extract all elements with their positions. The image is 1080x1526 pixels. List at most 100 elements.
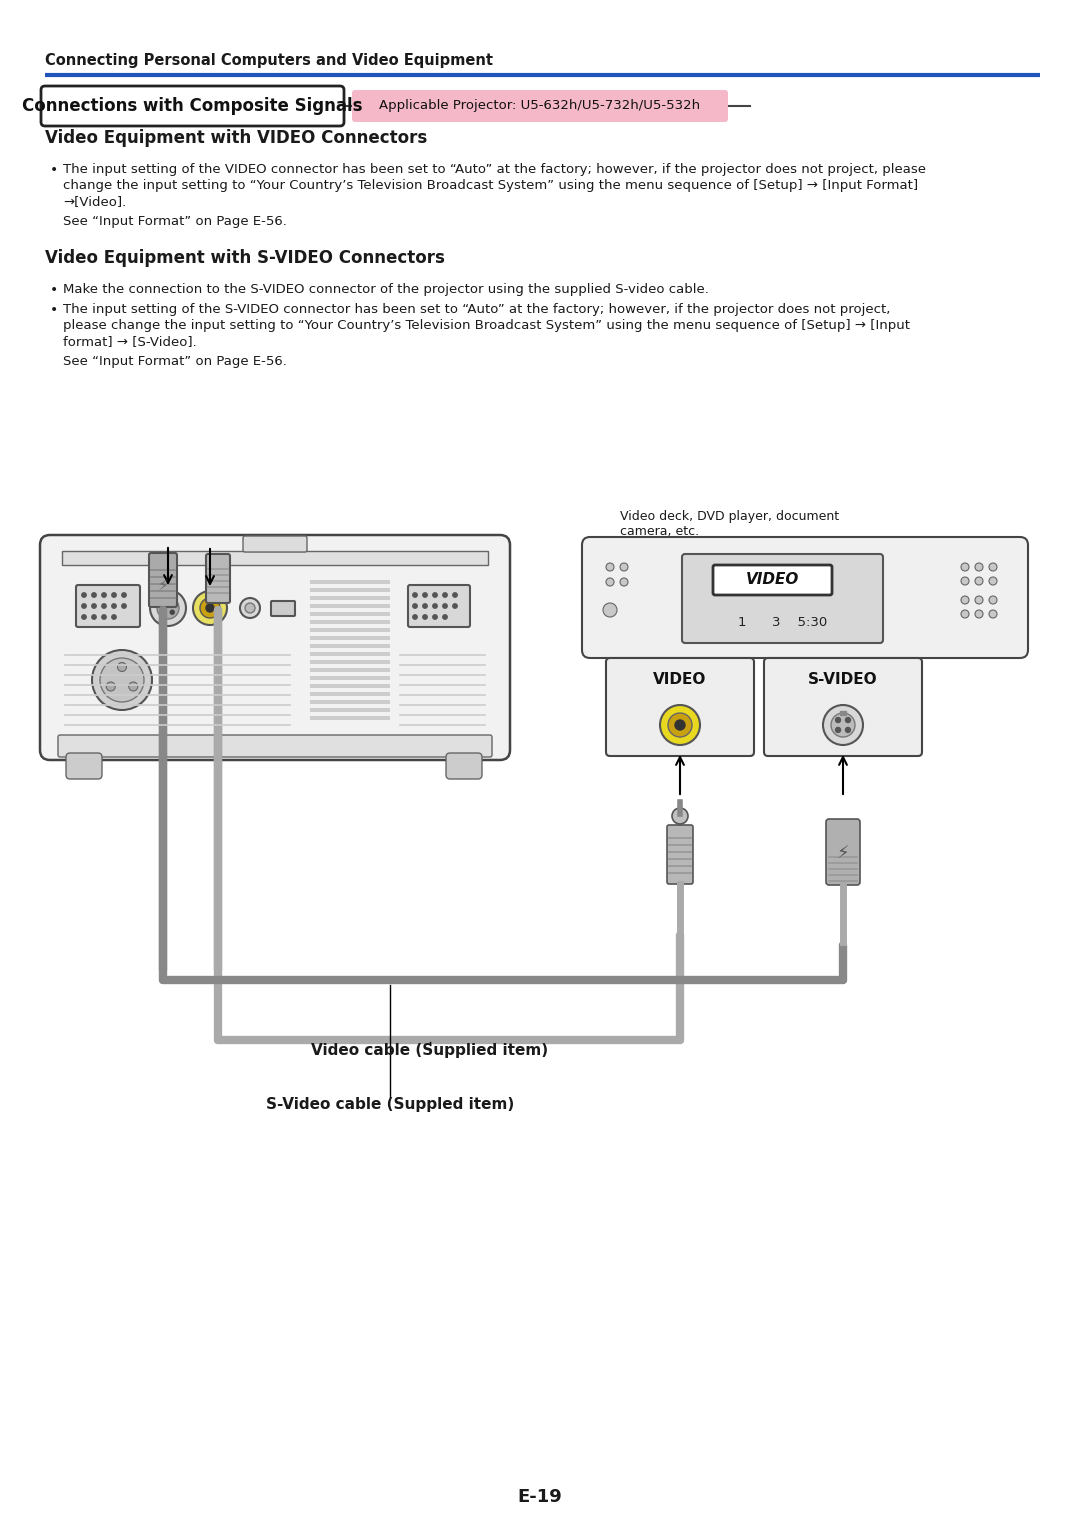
Bar <box>310 668 390 671</box>
Circle shape <box>975 577 983 584</box>
Circle shape <box>606 578 615 586</box>
Circle shape <box>443 592 447 597</box>
Text: •: • <box>50 163 58 177</box>
Circle shape <box>92 592 96 597</box>
Text: The input setting of the VIDEO connector has been set to “Auto” at the factory; : The input setting of the VIDEO connector… <box>63 163 926 175</box>
Bar <box>310 604 390 607</box>
Circle shape <box>836 717 840 722</box>
Circle shape <box>112 604 117 609</box>
Circle shape <box>989 610 997 618</box>
Circle shape <box>150 591 186 626</box>
Bar <box>310 661 390 664</box>
FancyBboxPatch shape <box>243 536 307 552</box>
FancyBboxPatch shape <box>582 537 1028 658</box>
Circle shape <box>413 604 417 609</box>
Text: •: • <box>50 282 58 298</box>
Text: Video Equipment with S-VIDEO Connectors: Video Equipment with S-VIDEO Connectors <box>45 249 445 267</box>
Circle shape <box>961 597 969 604</box>
Bar <box>310 676 390 681</box>
Circle shape <box>846 717 850 722</box>
Circle shape <box>102 604 106 609</box>
Circle shape <box>836 728 840 732</box>
FancyBboxPatch shape <box>149 552 177 607</box>
Circle shape <box>961 577 969 584</box>
Circle shape <box>433 604 437 609</box>
Text: Video Equipment with VIDEO Connectors: Video Equipment with VIDEO Connectors <box>45 130 428 146</box>
FancyBboxPatch shape <box>408 584 470 627</box>
Circle shape <box>193 591 227 626</box>
Circle shape <box>823 705 863 745</box>
FancyBboxPatch shape <box>66 752 102 778</box>
FancyBboxPatch shape <box>826 819 860 885</box>
Circle shape <box>672 807 688 824</box>
Circle shape <box>989 597 997 604</box>
Circle shape <box>422 615 428 620</box>
Bar <box>310 612 390 617</box>
Circle shape <box>961 610 969 618</box>
Text: please change the input setting to “Your Country’s Television Broadcast System” : please change the input setting to “Your… <box>63 319 910 333</box>
FancyBboxPatch shape <box>58 736 492 757</box>
Text: S-Video cable (Suppled item): S-Video cable (Suppled item) <box>266 1097 514 1112</box>
Bar <box>310 620 390 624</box>
Circle shape <box>975 563 983 571</box>
Circle shape <box>102 615 106 620</box>
Bar <box>310 588 390 592</box>
Bar <box>310 629 390 632</box>
Text: ⚡: ⚡ <box>837 845 849 864</box>
Bar <box>310 644 390 649</box>
Circle shape <box>846 728 850 732</box>
Circle shape <box>603 603 617 617</box>
Bar <box>310 580 390 584</box>
Text: S-VIDEO: S-VIDEO <box>808 673 878 688</box>
Circle shape <box>112 615 117 620</box>
Circle shape <box>122 604 126 609</box>
Circle shape <box>118 662 126 671</box>
Circle shape <box>620 563 627 571</box>
Bar <box>310 597 390 600</box>
FancyBboxPatch shape <box>40 536 510 760</box>
Circle shape <box>831 713 855 737</box>
FancyBboxPatch shape <box>681 554 883 642</box>
Circle shape <box>92 650 152 710</box>
FancyBboxPatch shape <box>352 90 728 122</box>
Text: See “Input Format” on Page E-56.: See “Input Format” on Page E-56. <box>63 215 287 227</box>
Circle shape <box>92 615 96 620</box>
Text: Applicable Projector: U5-632h/U5-732h/U5-532h: Applicable Projector: U5-632h/U5-732h/U5… <box>379 99 701 113</box>
Circle shape <box>989 577 997 584</box>
Circle shape <box>100 658 144 702</box>
Bar <box>165 594 171 598</box>
Circle shape <box>989 563 997 571</box>
Text: VIDEO: VIDEO <box>653 673 706 688</box>
Circle shape <box>975 610 983 618</box>
Circle shape <box>413 592 417 597</box>
Text: format] → [S-Video].: format] → [S-Video]. <box>63 336 197 348</box>
Circle shape <box>106 682 116 691</box>
Circle shape <box>443 604 447 609</box>
Circle shape <box>620 578 627 586</box>
Text: •: • <box>50 304 58 317</box>
Text: VIDEO: VIDEO <box>746 572 799 588</box>
Circle shape <box>413 615 417 620</box>
Text: Make the connection to the S-VIDEO connector of the projector using the supplied: Make the connection to the S-VIDEO conne… <box>63 282 708 296</box>
Text: 1      3    5:30: 1 3 5:30 <box>738 615 827 629</box>
Circle shape <box>422 592 428 597</box>
FancyBboxPatch shape <box>713 565 832 595</box>
FancyBboxPatch shape <box>41 85 345 127</box>
Circle shape <box>162 601 165 606</box>
Circle shape <box>961 563 969 571</box>
FancyBboxPatch shape <box>764 658 922 755</box>
Circle shape <box>112 592 117 597</box>
Circle shape <box>102 592 106 597</box>
FancyBboxPatch shape <box>606 658 754 755</box>
Text: E-19: E-19 <box>517 1488 563 1506</box>
Text: ⚡: ⚡ <box>158 577 168 592</box>
Circle shape <box>92 604 96 609</box>
Circle shape <box>453 592 457 597</box>
Circle shape <box>157 597 179 620</box>
Bar <box>310 708 390 713</box>
Circle shape <box>975 597 983 604</box>
Circle shape <box>82 604 86 609</box>
FancyBboxPatch shape <box>446 752 482 778</box>
Circle shape <box>82 615 86 620</box>
FancyBboxPatch shape <box>206 554 230 603</box>
